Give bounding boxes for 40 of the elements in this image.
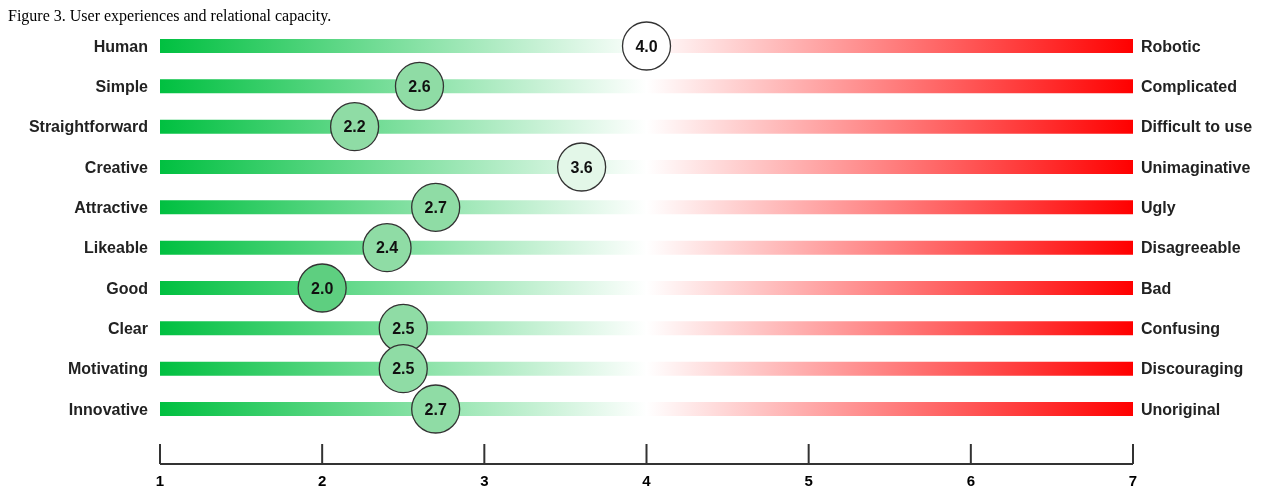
y-tick-label: Attractive <box>74 198 149 216</box>
data-label: 2.7 <box>424 400 447 418</box>
data-label: 3.6 <box>570 158 593 176</box>
x-tick-label: 1 <box>155 472 165 489</box>
y-tick-label: Motivating <box>68 360 148 378</box>
point <box>556 142 607 192</box>
y2-tick-label: Unimaginative <box>1141 158 1251 176</box>
y-tick-label: Likeable <box>83 239 149 257</box>
data-label: 4.0 <box>635 37 658 55</box>
y-tick-label: Human <box>93 37 148 55</box>
data-label: 2.7 <box>424 198 447 216</box>
y-tick-label: Good <box>106 279 148 297</box>
y2-tick-label: Disagreeable <box>1141 239 1241 257</box>
y2-tick-label: Unoriginal <box>1141 400 1221 418</box>
x-tick-label: 2 <box>317 472 327 489</box>
data-label: 2.0 <box>311 279 334 297</box>
y-tick-label: Creative <box>84 158 149 176</box>
x-tick-label: 4 <box>642 472 652 489</box>
y2-tick-label: Complicated <box>1141 77 1238 95</box>
data-label: 2.5 <box>392 319 415 337</box>
x-tick-label: 3 <box>480 472 489 489</box>
y2-tick-label: Confusing <box>1141 319 1221 337</box>
y-tick-label: Straightforward <box>28 118 148 136</box>
x-tick-label: 5 <box>804 472 813 489</box>
x-tick-label: 7 <box>1128 472 1138 489</box>
chart-title: Figure 3. User experiences and relational capacity. <box>8 7 332 26</box>
point <box>329 102 380 152</box>
y-tick-label: Clear <box>107 319 148 337</box>
y2-tick-label: Difficult to use <box>1141 118 1253 136</box>
data-label: 2.6 <box>408 77 431 95</box>
data-label: 2.4 <box>375 239 399 257</box>
y2-tick-label: Bad <box>1141 279 1172 297</box>
y2-tick-label: Robotic <box>1141 37 1201 55</box>
y2-tick-label: Discouraging <box>1141 360 1244 378</box>
data-label: 2.2 <box>343 118 366 136</box>
y-tick-label: Simple <box>95 77 149 95</box>
y2-tick-label: Ugly <box>1141 198 1176 216</box>
data-label: 2.5 <box>392 360 415 378</box>
y-tick-label: Innovative <box>68 400 149 418</box>
x-tick-label: 6 <box>966 472 976 489</box>
